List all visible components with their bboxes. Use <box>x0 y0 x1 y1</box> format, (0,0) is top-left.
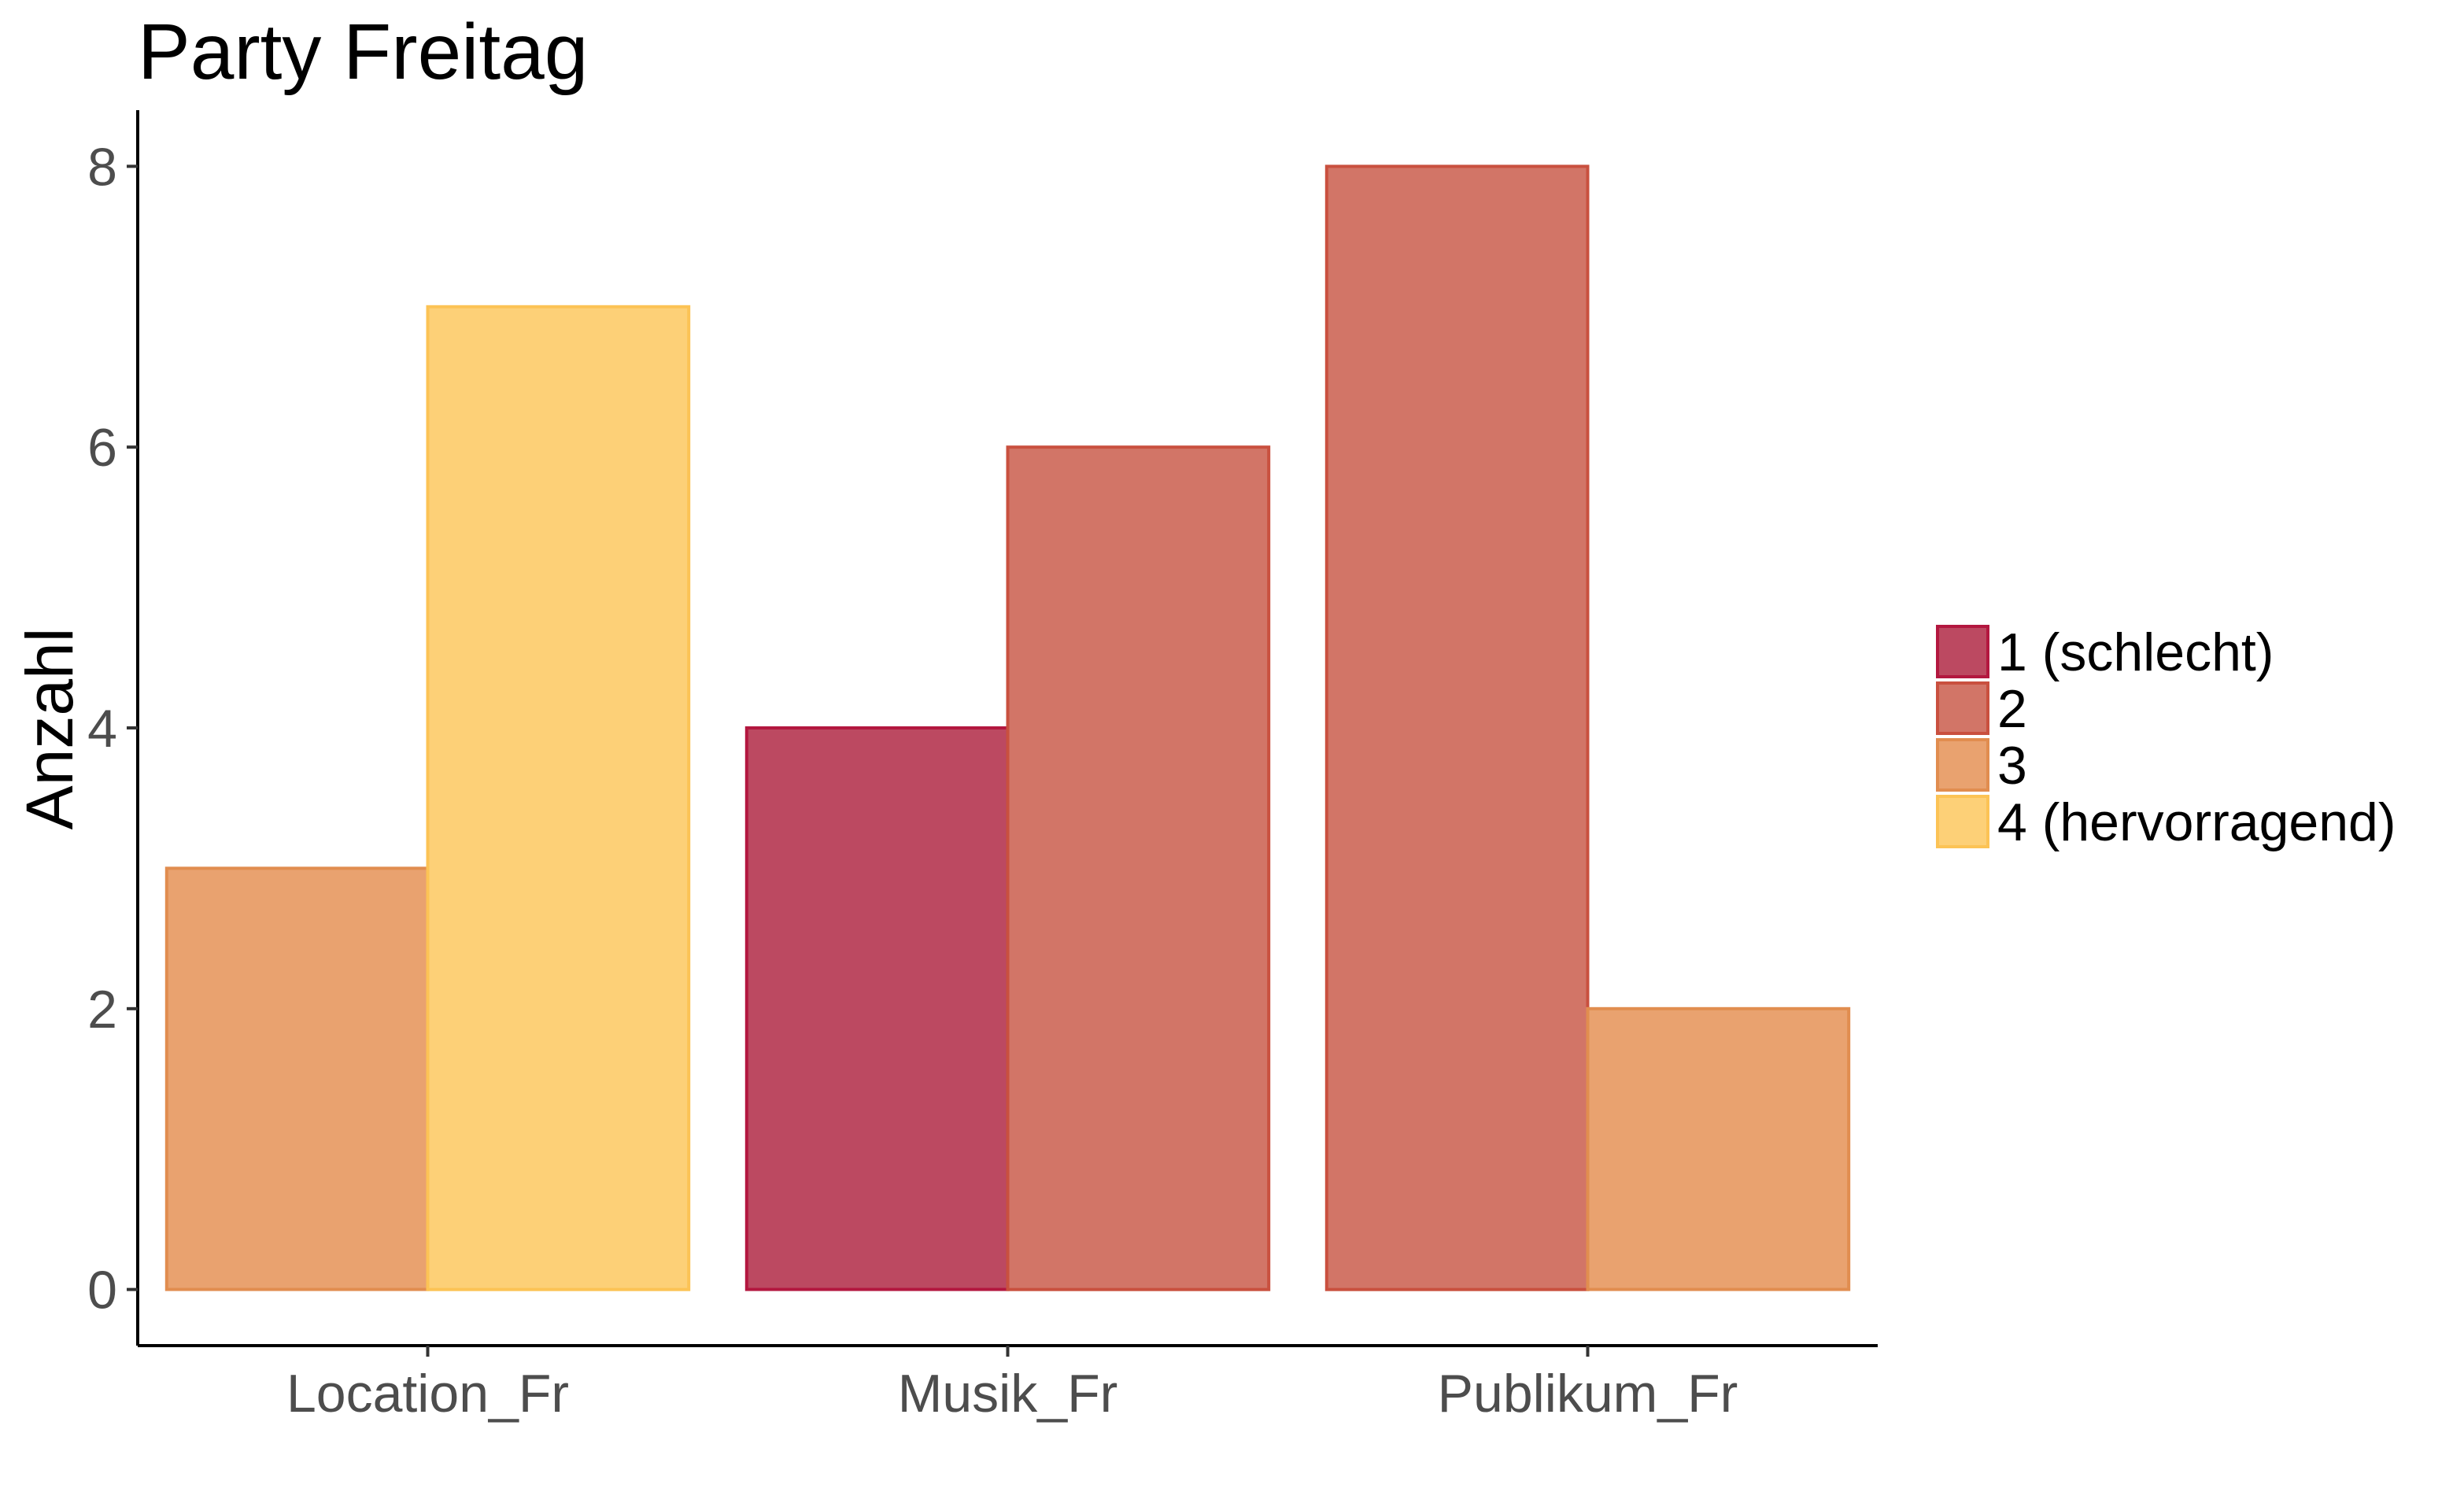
y-tick-label-0: 0 <box>87 1261 117 1320</box>
legend-label-1-schlecht: 1 (schlecht) <box>1997 622 2274 682</box>
legend-label-2: 2 <box>1997 679 2027 739</box>
y-tick-label-4: 4 <box>87 699 117 759</box>
legend: 1 (schlecht)234 (hervorragend) <box>1936 622 2396 852</box>
legend-key-4-hervorragend <box>1936 795 1989 848</box>
legend-key-1-schlecht <box>1936 625 1989 678</box>
y-axis: 0 2 4 6 8 <box>87 110 139 1346</box>
x-tick-label-location-fr: Location_Fr <box>286 1364 569 1424</box>
bar-location-fr-4-hervorragend <box>426 305 691 1291</box>
x-axis: Location_Fr Musik_Fr Publikum_Fr <box>138 1344 1878 1424</box>
bar-publikum-fr-3 <box>1586 1006 1851 1291</box>
chart-title: Party Freitag <box>138 8 588 96</box>
x-tick-label-musik-fr: Musik_Fr <box>898 1364 1118 1424</box>
bar-musik-fr-1-schlecht <box>744 726 1010 1291</box>
bar-musik-fr-2 <box>1006 445 1271 1291</box>
bar-publikum-fr-2 <box>1324 164 1590 1291</box>
bar-location-fr-3 <box>164 866 430 1291</box>
bars-layer <box>164 164 1851 1291</box>
y-tick-label-8: 8 <box>87 137 117 197</box>
x-tick-label-publikum-fr: Publikum_Fr <box>1438 1364 1738 1424</box>
legend-label-3: 3 <box>1997 736 2027 796</box>
legend-key-2 <box>1936 681 1989 735</box>
y-axis-label: Anzahl <box>13 628 87 830</box>
legend-key-3 <box>1936 738 1989 792</box>
y-tick-label-6: 6 <box>87 418 117 478</box>
legend-label-4-hervorragend: 4 (hervorragend) <box>1997 792 2396 852</box>
y-tick-label-2: 2 <box>87 980 117 1040</box>
